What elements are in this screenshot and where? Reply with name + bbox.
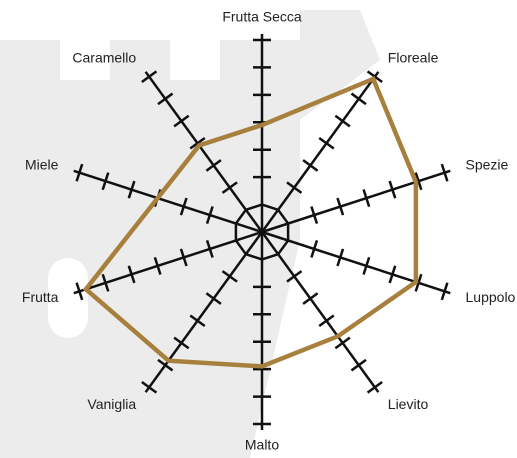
tick-mark bbox=[303, 293, 318, 304]
tick-mark bbox=[351, 360, 366, 371]
tick-mark bbox=[303, 160, 318, 171]
chart: Frutta Secca Floreale Spezie Luppolo Lievito… bbox=[0, 0, 517, 458]
tick-mark bbox=[319, 315, 334, 326]
watermark bbox=[0, 10, 380, 458]
axis-label: Frutta bbox=[22, 289, 59, 305]
axis-label: Lievito bbox=[388, 396, 429, 412]
axis-label: Spezie bbox=[466, 157, 509, 173]
tower-shape bbox=[0, 10, 380, 458]
tick-mark bbox=[335, 116, 350, 127]
tick-mark bbox=[335, 338, 350, 349]
page: {"chart_data": {"type": "radar", "catego… bbox=[0, 0, 517, 458]
axis-label: Malto bbox=[245, 437, 279, 453]
axis-label: Caramello bbox=[72, 50, 136, 66]
tick-mark bbox=[351, 94, 366, 105]
tick-mark bbox=[319, 138, 334, 149]
axis-label: Miele bbox=[25, 157, 59, 173]
axis-label: Frutta Secca bbox=[222, 9, 302, 25]
axis-label: Luppolo bbox=[466, 289, 516, 305]
tick-mark bbox=[368, 382, 383, 393]
axis-label: Vaniglia bbox=[87, 396, 136, 412]
axis-label: Floreale bbox=[388, 50, 439, 66]
